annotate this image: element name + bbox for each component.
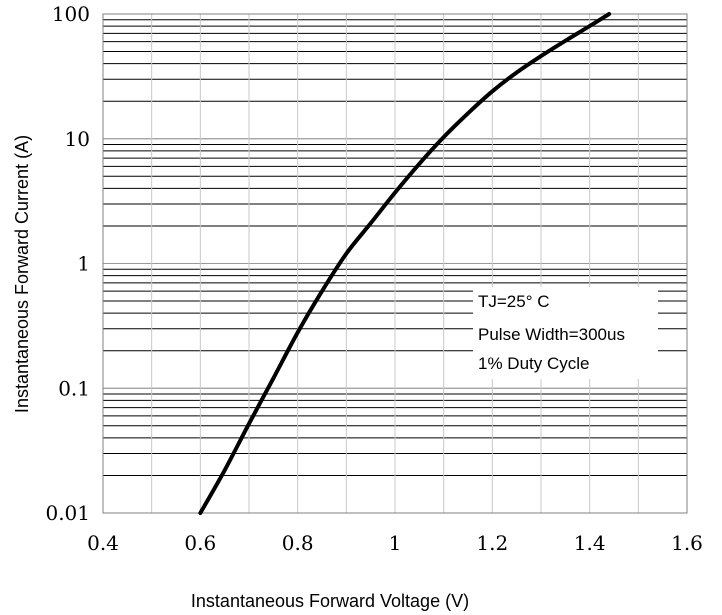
x-tick-labels: 0.4 0.6 0.8 1 1.2 1.4 1.6 (87, 531, 703, 555)
x-tick-label: 1.2 (476, 531, 508, 555)
y-tick-labels: 0.01 0.1 1 10 100 (45, 2, 90, 525)
y-tick-label: 10 (65, 127, 90, 151)
x-tick-label: 0.8 (282, 531, 314, 555)
annotation-line-2: Pulse Width=300us (478, 325, 625, 344)
annotation-background (473, 287, 658, 379)
x-tick-label: 1.6 (671, 531, 703, 555)
x-tick-label: 1.4 (574, 531, 606, 555)
series-line-0 (198, 12, 612, 515)
plot-frame (102, 13, 688, 514)
y-tick-label: 1 (77, 252, 90, 276)
y-axis-title: Instantaneous Forward Current (A) (12, 135, 32, 413)
annotation-box: TJ=25° C Pulse Width=300us 1% Duty Cycle (473, 287, 658, 379)
y-tick-label: 100 (52, 2, 90, 26)
y-tick-label: 0.1 (58, 376, 90, 400)
x-axis-title: Instantaneous Forward Voltage (V) (191, 591, 469, 611)
y-tick-label: 0.01 (45, 501, 90, 525)
grid (102, 13, 688, 514)
annotation-line-1: TJ=25° C (478, 292, 550, 311)
x-tick-label: 1 (389, 531, 402, 555)
series-layer (198, 12, 612, 515)
x-tick-label: 0.4 (87, 531, 119, 555)
annotation-line-3: 1% Duty Cycle (478, 354, 589, 373)
x-tick-label: 0.6 (184, 531, 216, 555)
